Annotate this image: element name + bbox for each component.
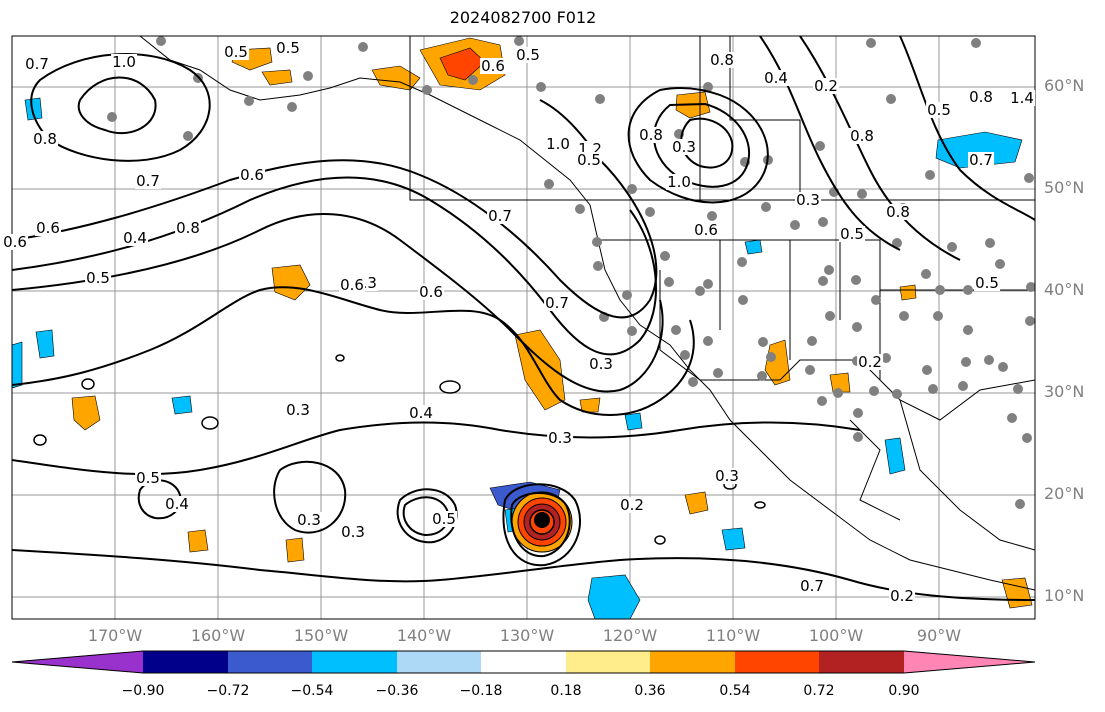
lon-label-110w: 110°W xyxy=(705,626,761,645)
contour-label: 0.8 xyxy=(175,219,201,237)
contour-label: 0.5 xyxy=(85,269,111,287)
contour-label: 0.6 xyxy=(35,219,61,237)
contour-label: 0.5 xyxy=(926,101,952,119)
contour-label: 0.4 xyxy=(122,229,148,247)
colorbar-segment xyxy=(735,651,819,673)
contour-label: 0.5 xyxy=(839,225,865,243)
cyclone-core xyxy=(511,491,573,553)
contour-label: 0.5 xyxy=(275,39,301,57)
colorbar-segment xyxy=(650,651,735,673)
contour-label: 0.6 xyxy=(418,283,444,301)
colorbar-tick-label: −0.54 xyxy=(290,683,334,699)
contour-label: 0.2 xyxy=(813,77,839,95)
colorbar-segment xyxy=(228,651,312,673)
contour-label: 0.2 xyxy=(619,496,645,514)
lat-label-30n: 30°N xyxy=(1044,382,1085,401)
contour-label: 0.6 xyxy=(2,233,28,251)
contour-label: 0.5 xyxy=(135,469,161,487)
contour-label: 0.8 xyxy=(709,51,735,69)
contour-label: 1.0 xyxy=(545,135,571,153)
contour-label: 0.7 xyxy=(799,577,825,595)
colorbar-tick-label: −0.72 xyxy=(206,683,250,699)
contour-label: 1.4 xyxy=(1009,89,1035,107)
contour-label: 0.6 xyxy=(239,166,265,184)
colorbar-segment xyxy=(819,651,904,673)
contour-lines xyxy=(12,36,1035,601)
colorbar-tick-label: −0.90 xyxy=(121,683,165,699)
colorbar-segment xyxy=(481,651,566,673)
contour-label: 0.6 xyxy=(339,276,365,294)
lon-label-130w: 130°W xyxy=(499,626,555,645)
contour-label: 0.2 xyxy=(889,587,915,605)
contour-label: 0.5 xyxy=(515,46,541,64)
contour-label: 0.8 xyxy=(638,126,664,144)
lat-label-20n: 20°N xyxy=(1044,484,1085,503)
contour-label: 0.5 xyxy=(431,510,457,528)
contour-label: 0.3 xyxy=(547,429,573,447)
colorbar-tick-label: 0.54 xyxy=(719,683,751,699)
contour-label: 0.3 xyxy=(671,138,697,156)
shaded-anomalies xyxy=(12,37,1033,619)
colorbar-tick-label: 0.36 xyxy=(634,683,666,699)
colorbar-segment xyxy=(904,651,1035,673)
contour-label: 0.3 xyxy=(340,523,366,541)
contour-label: 0.2 xyxy=(857,353,883,371)
map-title: 2024082700 F012 xyxy=(449,8,597,27)
colorbar-tick-label: 0.72 xyxy=(803,683,835,699)
contour-label: 0.8 xyxy=(968,88,994,106)
lon-label-160w: 160°W xyxy=(190,626,246,645)
contour-label: 0.8 xyxy=(849,127,875,145)
contour-label: 0.4 xyxy=(763,69,789,87)
contour-label: 0.3 xyxy=(588,355,614,373)
colorbar-outline xyxy=(11,650,1036,674)
lon-label-90w: 90°W xyxy=(916,626,962,645)
contour-label: 0.5 xyxy=(223,43,249,61)
colorbar-segment xyxy=(397,651,481,673)
contour-label: 0.8 xyxy=(885,203,911,221)
lat-label-40n: 40°N xyxy=(1044,280,1085,299)
colorbar-segment xyxy=(12,651,143,673)
contour-label: 0.4 xyxy=(164,495,190,513)
lon-label-100w: 100°W xyxy=(808,626,864,645)
contour-label: 0.6 xyxy=(480,57,506,75)
lon-label-170w: 170°W xyxy=(87,626,143,645)
contour-label: 0.3 xyxy=(285,401,311,419)
colorbar-segment xyxy=(312,651,397,673)
contour-label: 0.3 xyxy=(795,191,821,209)
contour-label: 0.3 xyxy=(714,467,740,485)
colorbar-tick-label: 0.90 xyxy=(888,683,920,699)
map-frame xyxy=(11,35,1036,620)
colorbar-tick-label: −0.18 xyxy=(459,683,503,699)
colorbar-tick-label: 0.18 xyxy=(550,683,582,699)
lat-label-50n: 50°N xyxy=(1044,178,1085,197)
lat-label-10n: 10°N xyxy=(1044,586,1085,605)
contour-label: 0.8 xyxy=(32,130,58,148)
colorbar-segment xyxy=(143,651,228,673)
colorbar-tick-label: −0.36 xyxy=(375,683,419,699)
colorbar xyxy=(11,650,1036,674)
contour-label: 0.6 xyxy=(693,221,719,239)
contour-label: 0.7 xyxy=(135,172,161,190)
lon-label-120w: 120°W xyxy=(602,626,658,645)
contour-label: 0.7 xyxy=(968,151,994,169)
lat-label-60n: 60°N xyxy=(1044,76,1085,95)
contour-label: 0.4 xyxy=(408,404,434,422)
contour-label: 0.7 xyxy=(544,294,570,312)
contour-label: 1.0 xyxy=(111,53,137,71)
lon-label-150w: 150°W xyxy=(293,626,349,645)
contour-label: 0.7 xyxy=(487,207,513,225)
lon-label-140w: 140°W xyxy=(396,626,452,645)
contour-label: 0.5 xyxy=(576,151,602,169)
colorbar-segment xyxy=(566,651,650,673)
contour-label: 0.5 xyxy=(974,274,1000,292)
contour-label: 0.7 xyxy=(24,55,50,73)
contour-label: 0.3 xyxy=(296,511,322,529)
contour-label: 1.0 xyxy=(666,173,692,191)
